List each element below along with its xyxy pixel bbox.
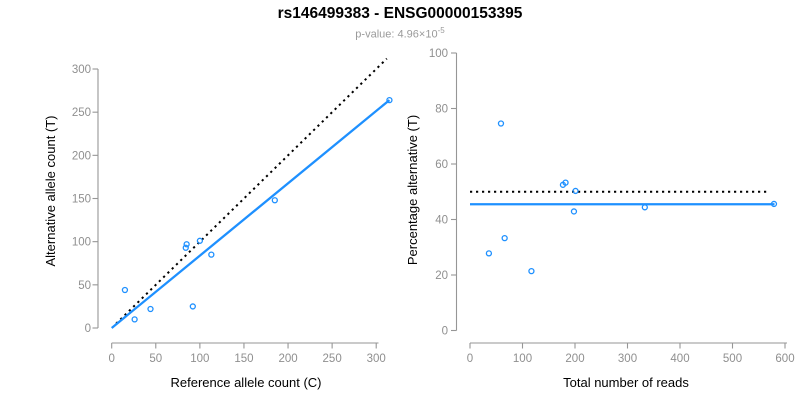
- scatter-allele-counts: 0 50 100 150 200 250 300 0 50 100 150 200 250 300 Refe…: [43, 57, 393, 390]
- x-tick-label: 600: [775, 353, 794, 365]
- pvalue-text: p-value: 4.96×10: [355, 28, 438, 41]
- data-point: [131, 316, 138, 323]
- y-tick-label: 100: [429, 48, 448, 60]
- data-point: [770, 200, 778, 208]
- y-tick-label: 40: [435, 215, 448, 227]
- x-tick-label: 300: [618, 353, 637, 365]
- data-point: [641, 204, 648, 211]
- y-tick-label: 0: [85, 323, 91, 335]
- data-point: [147, 305, 154, 313]
- data-points: [485, 120, 778, 275]
- identity-line-dotted: [115, 57, 388, 325]
- data-point: [271, 197, 278, 204]
- axis-titles: Reference allele count (C) Alternative al…: [43, 115, 322, 390]
- regression-line: [110, 99, 391, 329]
- data-point: [528, 267, 535, 275]
- x-tick-label: 200: [278, 353, 297, 365]
- x-tick-label: 200: [565, 353, 584, 365]
- axes: [92, 68, 379, 349]
- pvalue-exponent: -5: [437, 26, 445, 35]
- y-tick-label: 60: [435, 159, 448, 171]
- x-tick-label: 100: [190, 353, 209, 365]
- data-point: [572, 187, 579, 195]
- data-point: [386, 96, 393, 104]
- data-point: [189, 303, 196, 310]
- x-tick-label: 100: [513, 353, 532, 365]
- y-tick-label: 80: [435, 104, 448, 116]
- x-axis-title: Total number of reads: [563, 375, 689, 390]
- data-point: [570, 208, 578, 215]
- x-tick-label: 400: [670, 353, 689, 365]
- data-point: [196, 237, 204, 244]
- y-tick-label: 150: [72, 194, 91, 206]
- data-point: [501, 234, 508, 242]
- x-tick-label: 300: [367, 353, 386, 365]
- y-tick-label: 20: [435, 270, 448, 282]
- y-tick-label: 200: [72, 150, 91, 162]
- x-tick-label: 50: [149, 353, 162, 365]
- y-tick-label: 100: [72, 237, 91, 249]
- data-point: [121, 286, 129, 294]
- data-point: [182, 244, 189, 251]
- x-axis-title: Reference allele count (C): [170, 375, 321, 390]
- y-tick-label: 50: [78, 280, 91, 292]
- y-tick-label: 300: [72, 64, 91, 76]
- x-tick-label: 250: [323, 353, 342, 365]
- axis-titles: Total number of reads Percentage alternat…: [405, 115, 689, 390]
- data-point: [497, 120, 505, 127]
- axes: [451, 52, 787, 349]
- figure-subtitle: p-value: 4.96×10-5: [0, 26, 800, 41]
- data-point: [562, 179, 569, 186]
- tick-labels: 0 50 100 150 200 250 300 0 50 100 150 200 250 300: [72, 64, 386, 365]
- figure-title: rs146499383 - ENSG00000153395: [277, 5, 523, 22]
- y-tick-label: 0: [442, 326, 448, 338]
- x-tick-label: 150: [234, 353, 253, 365]
- x-tick-label: 0: [467, 353, 473, 365]
- y-axis-title: Alternative allele count (T): [43, 115, 58, 266]
- data-points: [121, 96, 393, 323]
- data-point: [183, 241, 190, 248]
- data-point: [208, 251, 215, 258]
- x-tick-label: 500: [723, 353, 742, 365]
- data-point: [485, 250, 493, 257]
- x-tick-label: 0: [108, 353, 114, 365]
- tick-labels: 0 100 200 300 400 500 600 0 20 40 60 80 100: [429, 48, 795, 365]
- y-tick-label: 250: [72, 107, 91, 119]
- y-axis-title: Percentage alternative (T): [405, 115, 420, 265]
